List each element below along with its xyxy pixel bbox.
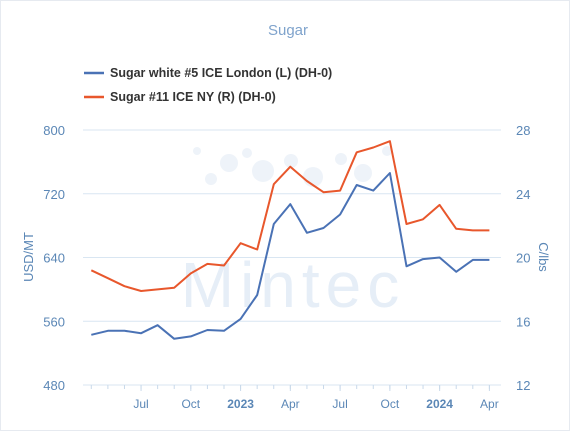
left-tick-label: 800 <box>43 123 65 138</box>
left-tick-label: 560 <box>43 314 65 329</box>
chart-title: Sugar <box>268 22 308 39</box>
x-tick-label: Oct <box>381 397 400 411</box>
x-tick-label: Jul <box>332 397 347 411</box>
right-tick-label: 16 <box>516 314 530 329</box>
left-axis-title: USD/MT <box>21 232 36 282</box>
gridlines <box>83 129 501 386</box>
x-tick-label: Oct <box>181 397 200 411</box>
right-axis-ticks: 12 16 20 24 28 <box>516 123 530 393</box>
legend-label-white-sugar: Sugar white #5 ICE London (L) (DH-0) <box>110 66 332 80</box>
left-axis-ticks: 480 560 640 720 800 <box>43 123 65 393</box>
left-tick-label: 720 <box>43 187 65 202</box>
left-tick-label: 480 <box>43 378 65 393</box>
legend-item-raw-sugar[interactable]: Sugar #11 ICE NY (R) (DH-0) <box>84 90 276 104</box>
series-line-white-sugar[interactable] <box>91 172 490 340</box>
x-tick-label: 2024 <box>426 397 453 411</box>
legend-item-white-sugar[interactable]: Sugar white #5 ICE London (L) (DH-0) <box>84 66 332 80</box>
series-lines <box>90 140 490 340</box>
series-line-raw-sugar[interactable] <box>90 140 490 292</box>
right-tick-label: 24 <box>516 187 530 202</box>
watermark: Mintec <box>181 146 406 321</box>
x-tick-label: 2023 <box>227 397 254 411</box>
watermark-text: Mintec <box>181 249 406 321</box>
right-tick-label: 20 <box>516 251 530 266</box>
x-tick-label: Apr <box>480 397 499 411</box>
x-tick-label: Jul <box>133 397 148 411</box>
legend-label-raw-sugar: Sugar #11 ICE NY (R) (DH-0) <box>110 90 276 104</box>
legend: Sugar white #5 ICE London (L) (DH-0) Sug… <box>84 66 332 104</box>
right-tick-label: 12 <box>516 378 530 393</box>
right-tick-label: 28 <box>516 123 530 138</box>
left-tick-label: 640 <box>43 251 65 266</box>
x-tick-label: Apr <box>281 397 300 411</box>
x-axis-ticks: Jul Oct 2023 Apr Jul Oct 2024 Apr <box>90 385 499 411</box>
right-axis-title: C/lbs <box>536 242 551 272</box>
